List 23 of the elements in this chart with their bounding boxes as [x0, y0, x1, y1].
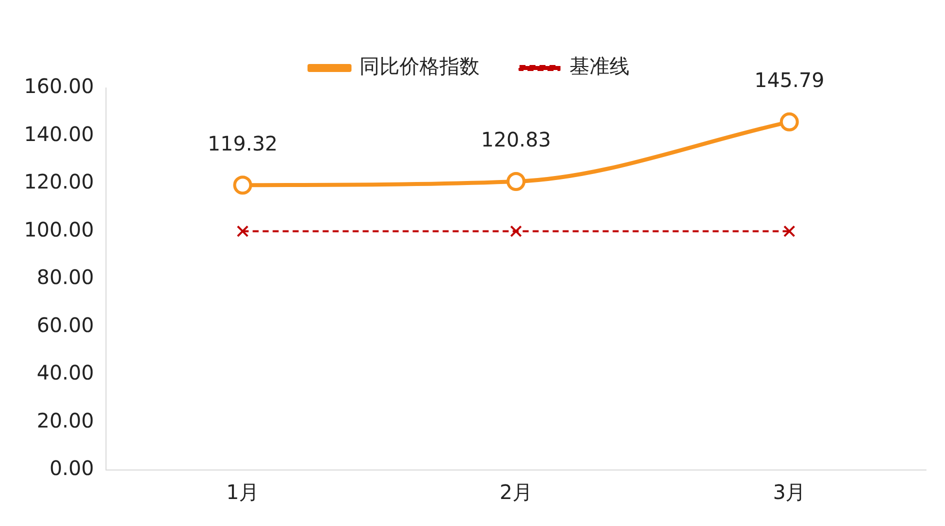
y-tick-label: 60.00	[36, 312, 94, 337]
y-tick-label: 120.00	[24, 170, 94, 194]
point	[780, 112, 799, 132]
y-tick-label: 160.00	[24, 74, 94, 98]
point	[783, 225, 796, 238]
data-label: 120.83	[481, 128, 551, 152]
point	[506, 172, 526, 192]
legend-label: 基准线	[570, 54, 630, 78]
y-tick-label: 40.00	[36, 360, 94, 385]
legend-label: 同比价格指数	[360, 54, 480, 78]
y-tick-label: 140.00	[24, 122, 94, 146]
y-tick-label: 100.00	[24, 217, 94, 242]
x-tick-label: 1月	[226, 480, 260, 504]
y-tick-label: 20.00	[36, 408, 94, 432]
x-tick-label: 3月	[772, 480, 806, 504]
y-tick-label: 0.00	[49, 456, 94, 480]
x-tick-label: 2月	[500, 480, 532, 504]
point	[510, 225, 522, 238]
data-label: 119.32	[208, 131, 278, 156]
y-tick-label: 80.00	[36, 265, 94, 290]
data-label: 145.79	[754, 68, 824, 92]
point	[236, 225, 249, 238]
point	[233, 176, 252, 195]
